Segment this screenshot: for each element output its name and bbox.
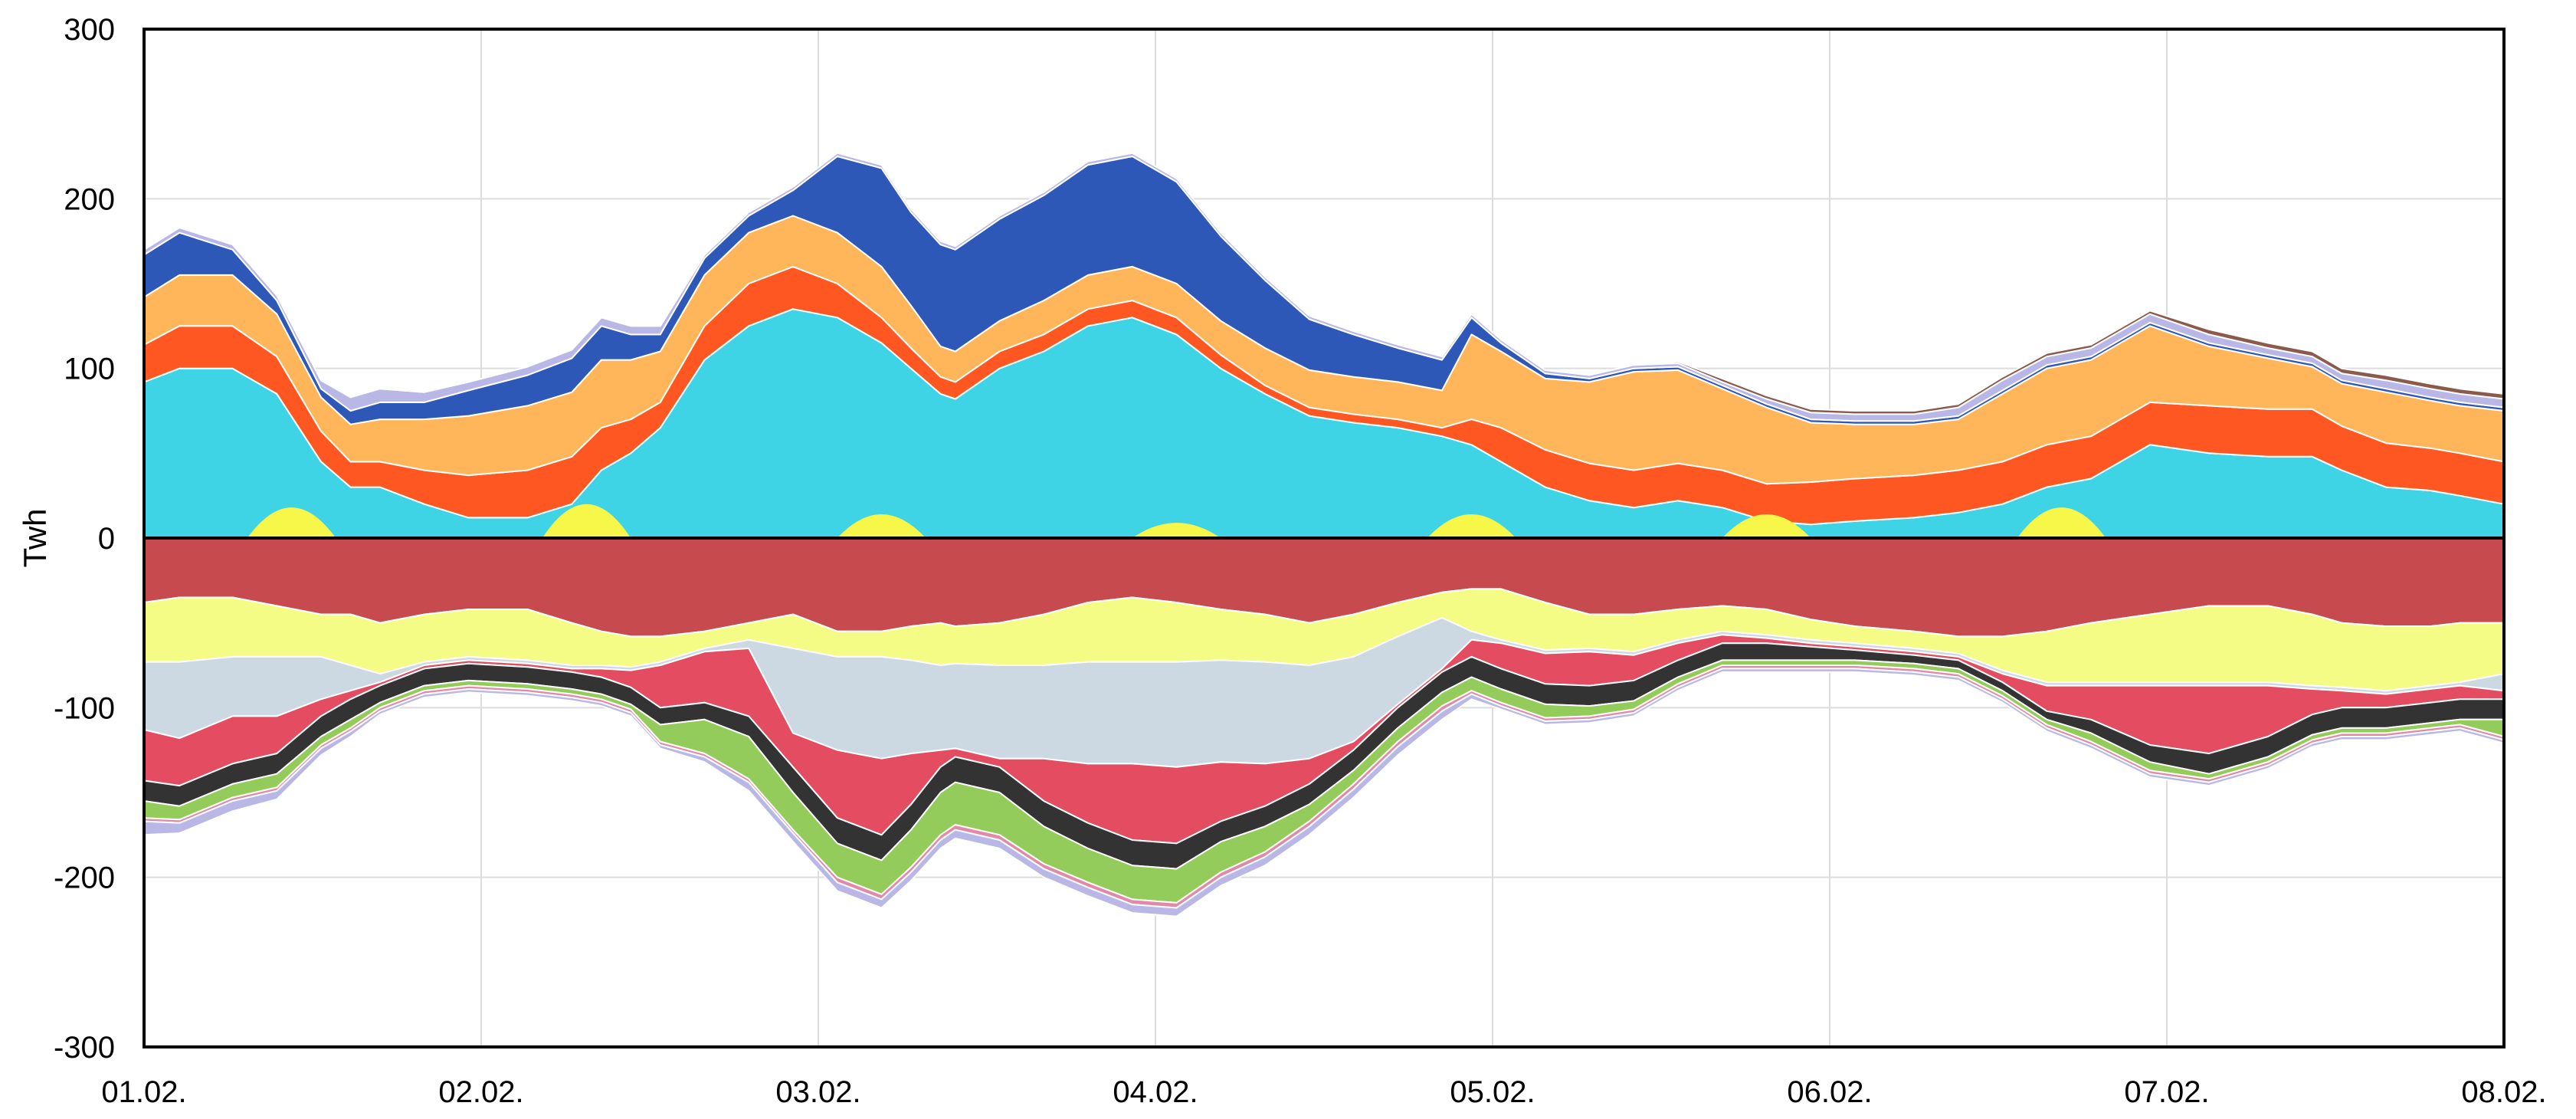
y-axis-label: Twh — [17, 508, 53, 567]
area-yellow-bump — [837, 514, 926, 538]
area-yellow-bump — [247, 507, 336, 538]
x-tick-label: 07.02. — [2124, 1075, 2209, 1109]
x-tick-label: 08.02. — [2461, 1075, 2546, 1109]
area-yellow-bump — [2017, 507, 2106, 538]
x-tick-label: 06.02. — [1787, 1075, 1872, 1109]
y-tick-label: 200 — [64, 182, 115, 216]
y-tick-label: -100 — [54, 691, 115, 725]
y-tick-label: 300 — [64, 13, 115, 47]
x-tick-label: 03.02. — [775, 1075, 860, 1109]
y-tick-label: 100 — [64, 353, 115, 386]
y-tick-label: -200 — [54, 861, 115, 895]
x-tick-label: 04.02. — [1113, 1075, 1198, 1109]
x-tick-label: 05.02. — [1450, 1075, 1535, 1109]
area-yellow-bump — [1427, 514, 1516, 538]
negative-areas — [143, 537, 2505, 917]
area-yellow-bump — [1132, 523, 1221, 538]
y-axis-ticks: -300 -200 -100 0 100 200 300 — [54, 13, 115, 1065]
x-axis-ticks: 01.02. 02.02. 03.02. 04.02. 05.02. 06.02. 07.0… — [101, 1075, 2546, 1109]
x-tick-label: 01.02. — [101, 1075, 186, 1109]
positive-areas — [143, 152, 2505, 539]
overlay-areas — [247, 504, 2106, 538]
area-yellow-bump — [542, 504, 631, 538]
x-tick-label: 02.02. — [438, 1075, 523, 1109]
y-tick-label: 0 — [98, 522, 115, 556]
plot-frame — [143, 28, 2506, 1048]
y-tick-label: -300 — [54, 1031, 115, 1065]
area-yellow-bump — [1722, 514, 1811, 538]
